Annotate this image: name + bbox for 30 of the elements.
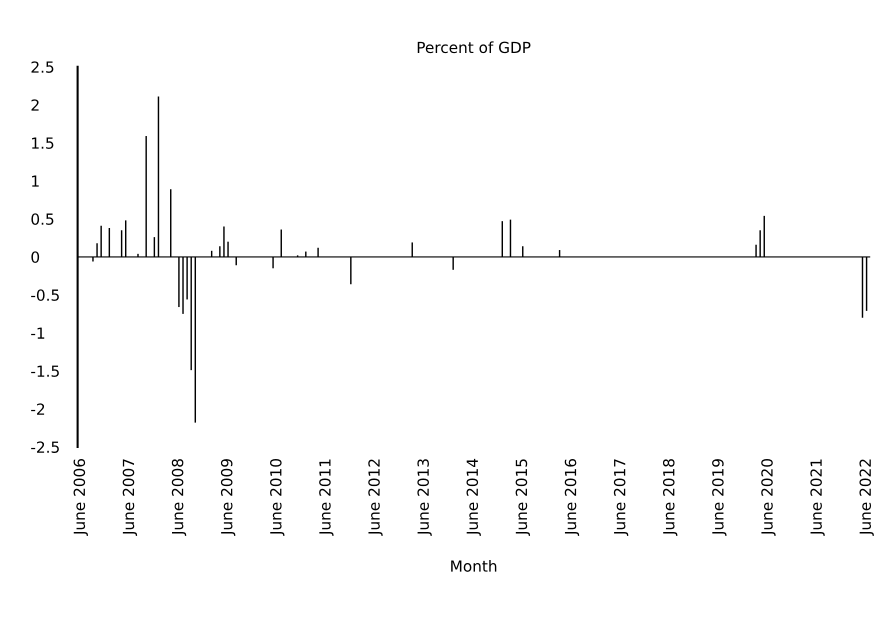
x-tick-label: June 2010 bbox=[270, 459, 284, 536]
y-tick-label: 0 bbox=[31, 251, 40, 263]
x-tick-label: June 2013 bbox=[417, 459, 432, 536]
y-tick-label: 0.5 bbox=[31, 213, 54, 225]
x-tick-label: June 2014 bbox=[466, 458, 481, 536]
y-tick-label: -2.5 bbox=[31, 441, 59, 453]
y-tick-label: -1 bbox=[31, 328, 44, 339]
x-tick-label: June 2008 bbox=[172, 459, 186, 536]
x-tick-label: June 2011 bbox=[319, 459, 334, 536]
x-tick-label: June 2018 bbox=[662, 459, 678, 536]
x-tick-label: June 2009 bbox=[220, 459, 236, 536]
x-tick-label: June 2021 bbox=[810, 459, 825, 536]
y-tick-label: -1.5 bbox=[31, 366, 59, 377]
x-tick-label: June 2016 bbox=[564, 458, 580, 536]
x-tick-label: June 2017 bbox=[614, 459, 628, 536]
y-tick-label: 2 bbox=[32, 99, 39, 111]
x-axis-title: Month bbox=[451, 560, 496, 572]
chart-title: Percent of GDP bbox=[418, 41, 530, 54]
y-tick-label: 1 bbox=[32, 176, 39, 187]
y-tick-label: -0.5 bbox=[31, 289, 59, 301]
x-tick-label: June 2020 bbox=[761, 459, 776, 536]
x-tick-label: June 2007 bbox=[122, 459, 138, 536]
x-tick-label: June 2022 bbox=[859, 460, 874, 536]
y-tick-label: 1.5 bbox=[32, 138, 54, 149]
y-tick-label: -2 bbox=[31, 403, 44, 415]
x-tick-label: June 2015 bbox=[516, 459, 530, 536]
x-tick-label: June 2019 bbox=[712, 459, 726, 536]
x-tick-label: June 2006 bbox=[74, 458, 88, 536]
x-tick-label: June 2012 bbox=[368, 460, 383, 536]
y-tick-label: 2.5 bbox=[32, 61, 54, 73]
